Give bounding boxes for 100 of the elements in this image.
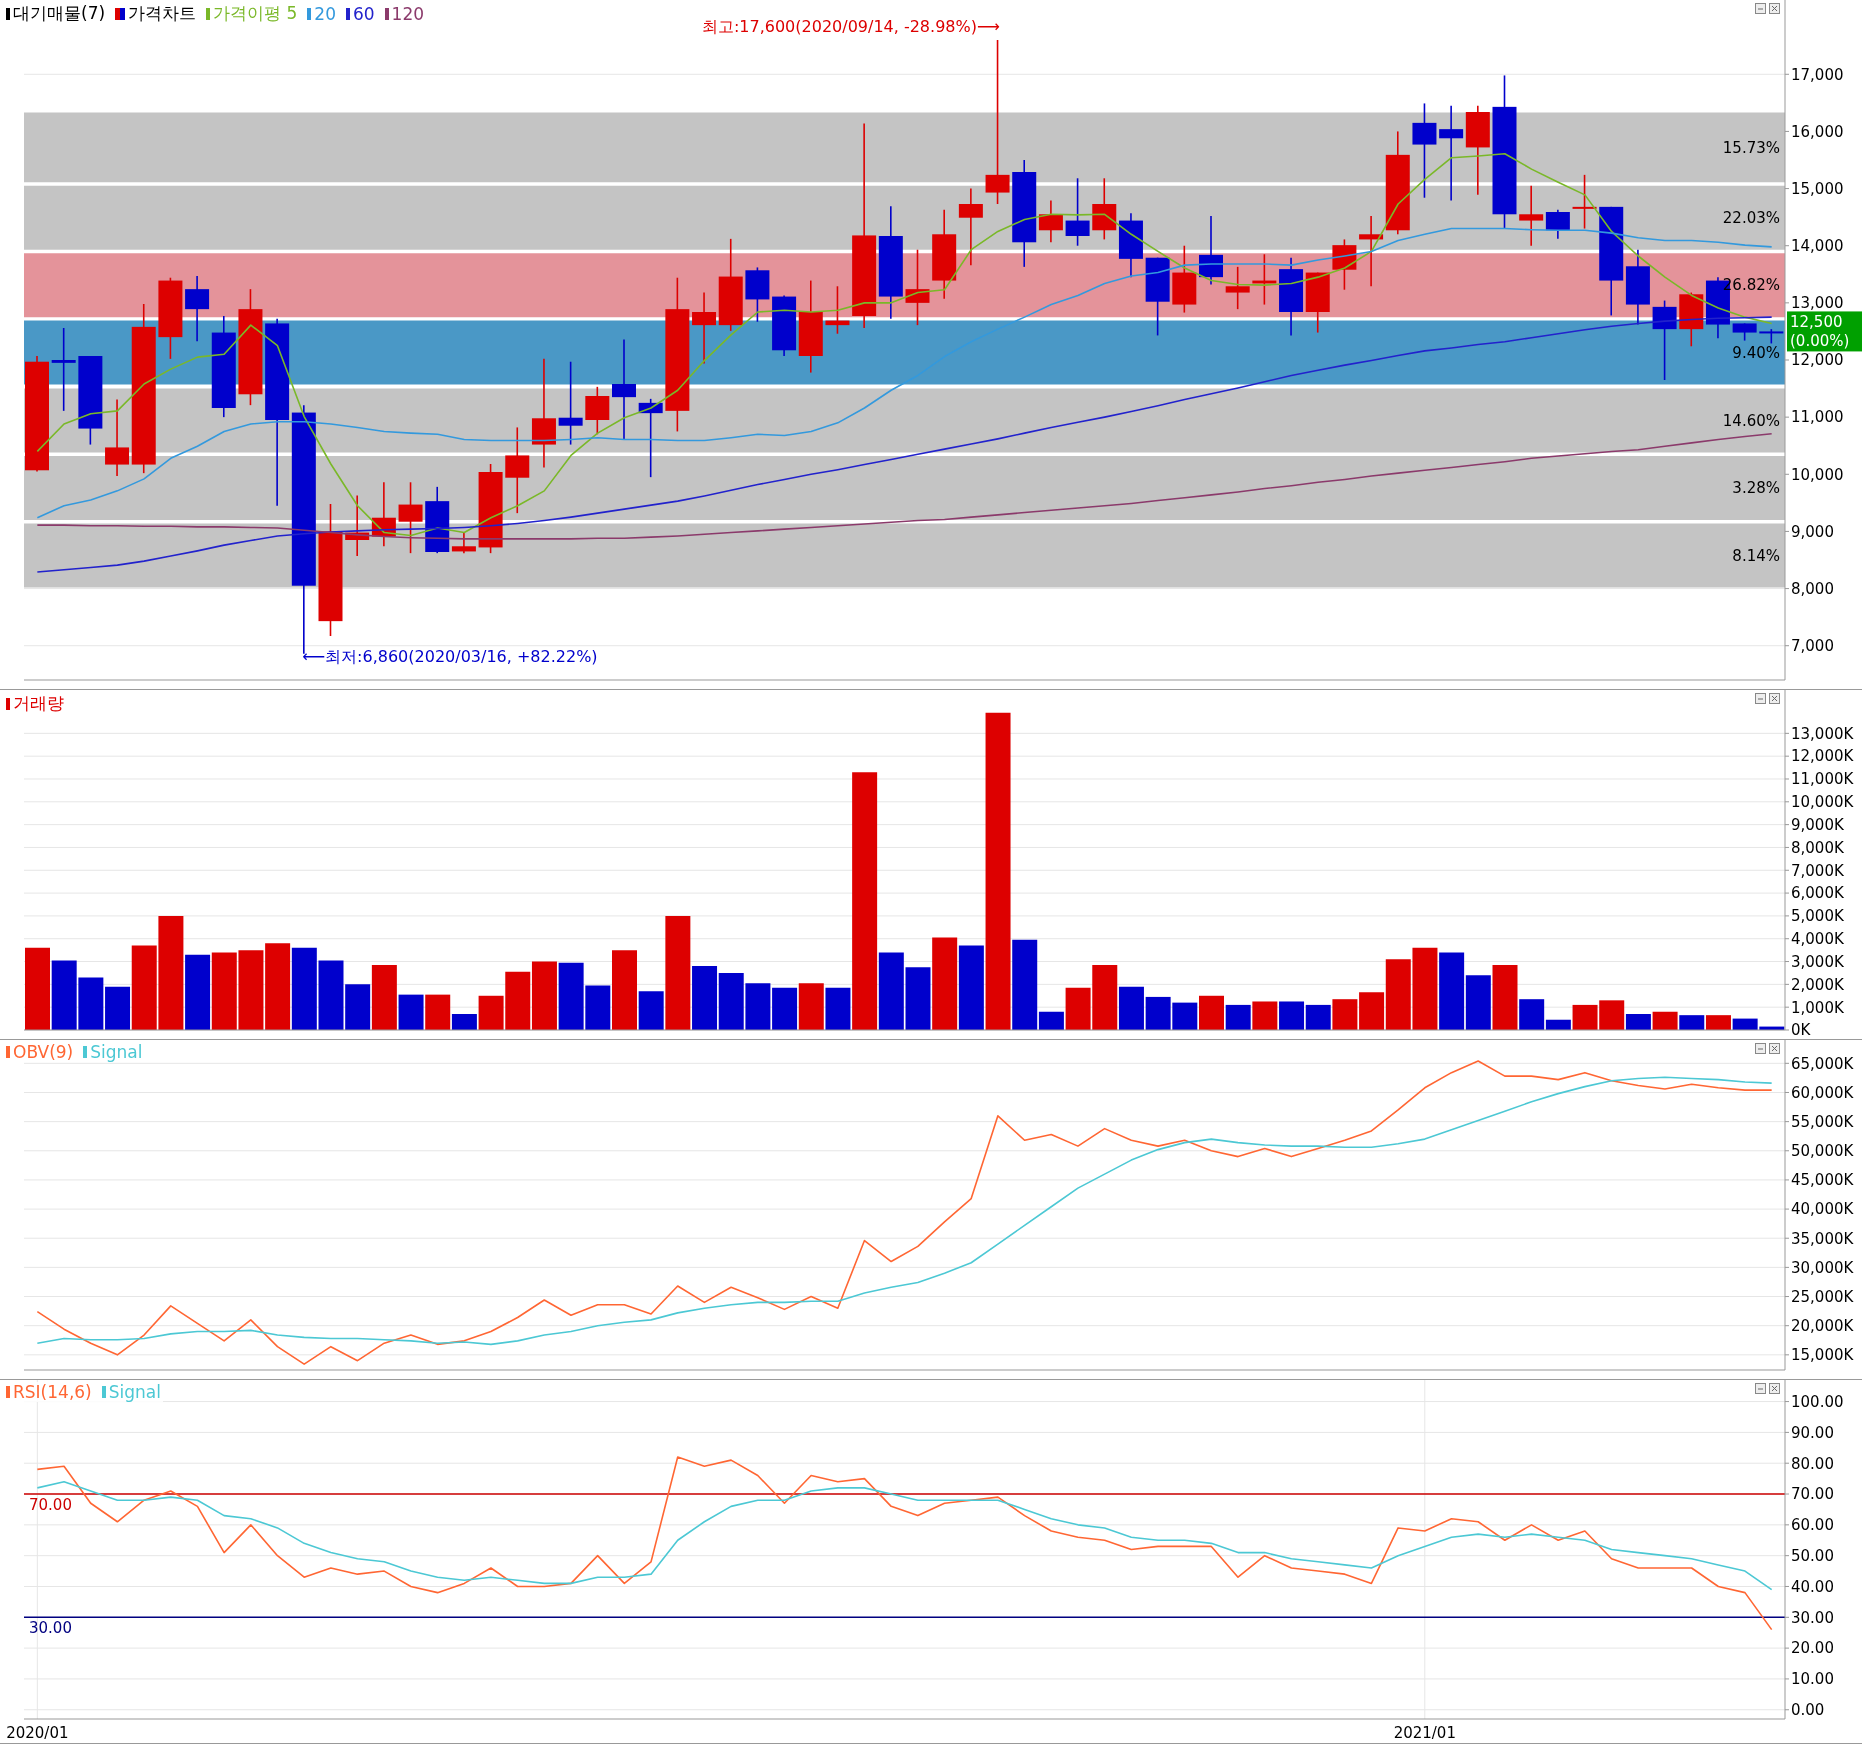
band-label: 14.60% [1722,411,1780,430]
bar [1465,975,1491,1030]
ref-line-label: 30.00 [29,1618,72,1637]
bar [932,937,958,1030]
candlestick [1545,208,1570,240]
legend-label: 가격차트 [127,2,197,25]
candlestick [1038,199,1063,244]
bar [1252,1001,1278,1030]
y-tick-label: 10,000 [1791,465,1844,484]
band-label: 22.03% [1722,209,1780,228]
candlestick [1439,104,1464,202]
bar [1439,952,1465,1030]
x-tick-label: 2020/01 [6,1723,69,1742]
bar [1225,1004,1251,1030]
legend-label: Signal [89,1042,143,1062]
y-tick-label: 60.00 [1791,1516,1834,1535]
y-tick-label: 45,000K [1791,1171,1855,1190]
bar [1199,995,1224,1030]
bar [1118,986,1144,1030]
y-tick-label: 0K [1791,1021,1812,1040]
annotation: ⟵최저:6,860(2020/03/16, +82.22%) [302,646,598,666]
bar [291,947,317,1030]
y-tick-label: 15,000K [1791,1346,1855,1365]
y-tick-label: 50.00 [1791,1546,1834,1565]
candlestick [558,360,583,446]
candlestick [1065,177,1090,247]
y-tick-label: 60,000K [1791,1083,1855,1102]
candlestick [905,248,930,326]
y-tick-label: 90.00 [1791,1423,1834,1442]
y-tick-label: 7,000K [1791,861,1845,880]
y-tick-label: 4,000K [1791,930,1845,949]
bar [25,947,50,1030]
candlestick [185,275,210,342]
candlestick [1412,102,1437,199]
legend-label: OBV(9) [12,1042,74,1062]
candlestick [692,291,717,365]
bar [398,994,424,1030]
candlestick [451,531,476,554]
band-label: 8.14% [1732,546,1780,565]
bar [825,987,851,1030]
legend-label: Signal [107,1382,161,1402]
legend-label: 20 [313,2,336,25]
bar [371,964,397,1030]
y-tick-label: 13,000K [1791,724,1855,743]
bar [692,966,718,1030]
candlestick [612,338,636,441]
bar [1359,992,1385,1030]
y-tick-label: 30.00 [1791,1608,1834,1627]
y-tick-label: 13,000 [1791,294,1844,313]
bar [638,991,664,1030]
x-tick-label: 2021/01 [1393,1723,1456,1742]
y-tick-label: 1,000K [1791,998,1845,1017]
y-tick-label: 20,000K [1791,1317,1855,1336]
y-tick-label: 80.00 [1791,1454,1834,1473]
bar [798,983,824,1030]
legend-label: 가격이평 5 [212,2,298,25]
y-tick-label: 14,000 [1791,237,1844,256]
legend-title: 대기매물(7) [12,2,106,25]
bar [985,712,1011,1030]
bar [1679,1015,1705,1030]
bar [1625,1014,1651,1030]
y-tick-label: 5,000K [1791,907,1845,926]
y-tick-label: 15,000 [1791,179,1844,198]
bar [425,994,451,1030]
bar [612,950,637,1030]
candlestick [1652,299,1677,381]
y-tick-label: 20.00 [1791,1639,1834,1658]
candlestick [1572,174,1597,230]
legend-label: 거래량 [6,692,64,715]
bar [1652,1011,1678,1030]
band-label: 15.73% [1722,138,1780,157]
candlestick [1519,184,1544,247]
y-tick-label: 3,000K [1791,952,1845,971]
bar [1279,1001,1305,1030]
legend-label: 60 [351,2,375,25]
bar [1012,939,1038,1030]
band-label: 3.28% [1732,479,1780,498]
bar [265,943,291,1030]
y-tick-label: 9,000 [1791,522,1834,541]
bar [665,915,691,1030]
legend-label: RSI(14,6) [12,1382,92,1402]
legend-label: 120 [390,2,425,25]
bar [1332,999,1358,1030]
y-tick-label: 40.00 [1791,1577,1834,1596]
candlestick [1225,266,1250,310]
bar [185,954,211,1030]
y-tick-label: 50,000K [1791,1142,1855,1161]
y-tick-label: 12,000 [1791,351,1844,370]
y-tick-label: 10,000K [1791,793,1855,812]
y-tick-label: 30,000K [1791,1258,1855,1277]
y-tick-label: 40,000K [1791,1200,1855,1219]
candlestick [958,187,983,266]
candlestick [51,327,76,412]
y-tick-label: 6,000K [1791,884,1845,903]
bar [772,987,798,1030]
annotation: 최고:17,600(2020/09/14, -28.98%)⟶ [701,17,1000,36]
y-tick-label: 9,000K [1791,815,1845,834]
candlestick [985,39,1010,205]
y-tick-label: 0.00 [1791,1701,1825,1720]
y-tick-label: 12,000K [1791,747,1855,766]
